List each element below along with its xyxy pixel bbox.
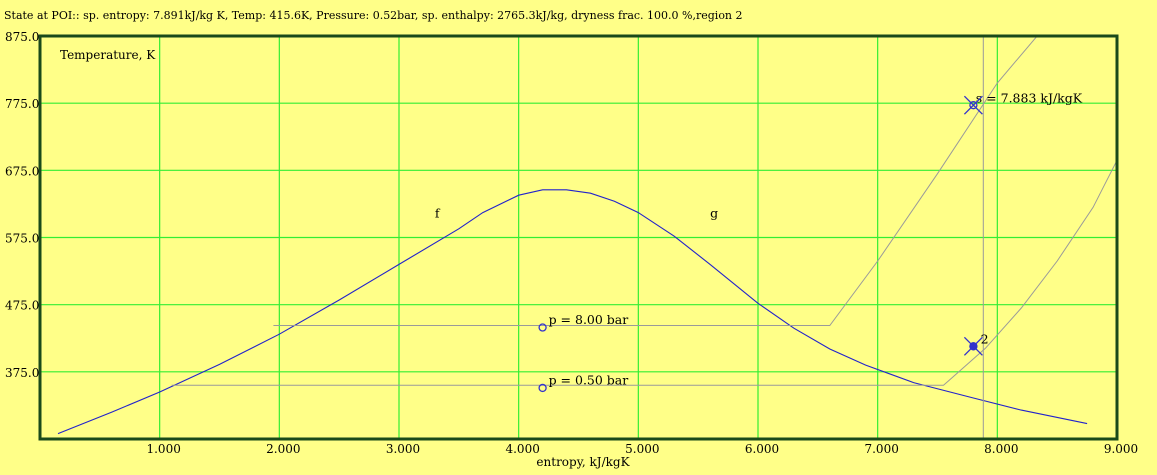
x-tick-label: 2.000 <box>266 442 300 456</box>
point-markers <box>538 95 983 393</box>
y-tick-label: 475.0 <box>5 299 39 313</box>
dome-label-f: f <box>435 205 441 220</box>
y-tick-label: 775.0 <box>5 97 39 111</box>
axis-tick-labels: 1.000 2.000 3.000 4.000 5.000 6.000 7.000 8.000… <box>5 30 1138 456</box>
cross-marker-stroke <box>963 95 983 115</box>
annotation-label: p = 8.00 bar <box>549 312 629 327</box>
isobar-line <box>171 160 1117 386</box>
annotation-label: s = 7.883 kJ/kgK <box>976 90 1083 105</box>
x-tick-label: 4.000 <box>505 442 539 456</box>
x-axis-label: entropy, kJ/kgK <box>536 455 630 469</box>
y-tick-label: 675.0 <box>5 164 39 178</box>
plot-frame <box>38 34 1119 441</box>
x-tick-label: 5.000 <box>625 442 659 456</box>
y-tick-label: 875.0 <box>5 30 39 44</box>
point-marker <box>969 101 978 110</box>
x-tick-label: 9.000 <box>1104 442 1138 456</box>
status-line: State at POI:: sp. entropy: 7.891kJ/kg K… <box>4 9 743 22</box>
point-marker <box>538 323 547 332</box>
isobar-line <box>273 36 1038 326</box>
x-tick-label: 1.000 <box>146 442 180 456</box>
point-marker <box>538 383 547 393</box>
y-tick-label: 575.0 <box>5 232 39 246</box>
x-tick-label: 6.000 <box>745 442 779 456</box>
x-tick-label: 3.000 <box>386 442 420 456</box>
plot-series <box>57 36 1117 439</box>
poi-dot <box>969 342 978 351</box>
y-axis-label: Temperature, K <box>60 48 156 62</box>
dome-label-g: g <box>710 205 718 220</box>
x-tick-label: 7.000 <box>864 442 898 456</box>
annotation-label: p = 0.50 bar <box>549 373 629 388</box>
x-tick-label: 8.000 <box>984 442 1018 456</box>
saturation-dome-line <box>57 189 1088 435</box>
annotations: f g p = 8.00 bar p = 0.50 bar s = 7.883 kJ/k… <box>435 90 1083 387</box>
annotation-label: 2 <box>981 332 989 347</box>
grid-lines <box>40 36 1117 439</box>
y-tick-label: 375.0 <box>5 366 39 380</box>
